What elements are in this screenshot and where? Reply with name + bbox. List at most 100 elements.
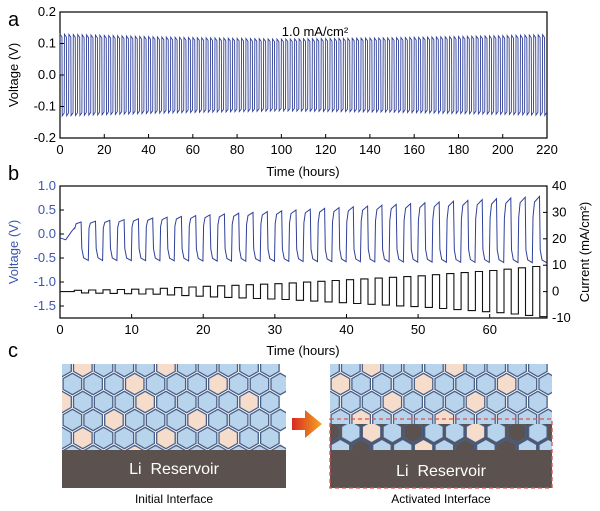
hex-cell [176, 426, 197, 450]
hex-cell [434, 372, 455, 396]
hex-cell [259, 426, 280, 450]
hex-cell [455, 438, 476, 450]
hex-cell [62, 364, 72, 378]
hex-cell [465, 390, 486, 414]
panel-a-x-tick-label: 20 [97, 142, 111, 157]
panel-b-y-tick-label: 0.0 [38, 226, 56, 241]
hex-cell [93, 426, 114, 450]
hex-cell [72, 390, 93, 414]
hex-cell [187, 444, 207, 450]
hex-cell [330, 424, 340, 444]
hex-cell [424, 424, 444, 444]
hex-cell [403, 364, 424, 378]
hex-cell [176, 364, 197, 378]
hex-cell [382, 364, 403, 378]
hex-cell [239, 390, 259, 414]
hex-cell [104, 444, 124, 450]
hex-cell [392, 408, 413, 424]
hex-cell [239, 426, 259, 450]
hex-cell [208, 444, 228, 450]
hex-cell [330, 438, 351, 450]
panel-a-y-tick-label: 0.2 [38, 4, 56, 19]
hex-cell [135, 364, 156, 378]
hex-cell [392, 438, 413, 450]
panel-a-ylabel: Voltage (V) [6, 43, 21, 107]
hex-cell [330, 364, 340, 378]
hex-cell [330, 408, 351, 424]
hex-cell [403, 390, 424, 414]
hex-cell [83, 372, 104, 396]
hex-cell [104, 408, 124, 432]
panel-b-x-tick-label: 10 [124, 322, 138, 337]
panel-b-y-ticks: 1.0 0.5 0.0 -0.5 -1.0 -1.5 [34, 178, 64, 313]
hex-cell [218, 364, 239, 378]
hex-cell [372, 408, 392, 424]
hex-cell [259, 364, 280, 378]
hex-cell [114, 390, 135, 414]
hex-cell [270, 444, 286, 450]
hex-cell [361, 364, 382, 378]
hex-cell [124, 372, 145, 396]
hex-cell [166, 444, 186, 450]
hex-cell [413, 372, 434, 396]
hex-cell [538, 372, 552, 396]
hex-cell [434, 438, 455, 450]
hex-cell [413, 438, 434, 450]
panel-a-x-ticks: 0 20 40 60 80 100 120 140 160 180 200 220 [56, 134, 558, 157]
hex-cell [465, 364, 486, 378]
panel-a-x-tick-label: 80 [230, 142, 244, 157]
panel-b-voltage-series [59, 195, 547, 264]
initial-reservoir-label: Li Reservoir [129, 461, 219, 478]
hex-cell [62, 408, 83, 432]
panel-a-voltage-line [59, 32, 548, 118]
panel-c-label: c [8, 340, 18, 362]
hex-cell [146, 444, 166, 450]
hex-cell [351, 372, 372, 396]
hex-cell [135, 390, 156, 414]
panel-a-x-tick-label: 40 [141, 142, 155, 157]
hex-cell [424, 364, 444, 378]
hex-cell [392, 372, 413, 396]
panel-b-x-tick-label: 0 [56, 322, 63, 337]
panel-a-x-tick-label: 220 [536, 142, 558, 157]
hex-cell [270, 372, 286, 396]
hex-cell [340, 390, 361, 414]
hex-cell [486, 424, 507, 444]
hex-cell [93, 364, 114, 378]
hex-cell [507, 424, 527, 444]
panel-b-x-tick-label: 30 [268, 322, 282, 337]
hex-cell [382, 424, 403, 444]
panel-b-y2-ticks: 40 30 20 10 0 -10 [543, 178, 571, 325]
hex-cell [527, 364, 548, 378]
hex-cell [114, 364, 135, 378]
hex-cell [145, 372, 166, 396]
panel-b-y2-tick-label: 20 [552, 231, 566, 246]
initial-hex-grid [62, 364, 286, 450]
panel-a-x-tick-label: 160 [403, 142, 425, 157]
panel-b-frame [59, 185, 548, 319]
hex-cell [249, 372, 270, 396]
hex-cell [496, 438, 517, 450]
hex-cell [517, 438, 538, 450]
activated-interface-dashed-box [329, 418, 553, 489]
panel-b-y-tick-label: 1.0 [38, 178, 56, 193]
hex-cell [361, 390, 382, 414]
hex-cell [156, 426, 176, 450]
hex-cell [197, 364, 218, 378]
panel-b-y-tick-label: -0.5 [34, 250, 56, 265]
panel-a-y-tick-label: -0.1 [34, 99, 56, 114]
hex-cell [125, 444, 145, 450]
panel-a-annotation: 1.0 mA/cm² [282, 24, 349, 39]
hex-cell [372, 372, 392, 396]
hex-cell [538, 438, 552, 450]
hex-cell [340, 364, 361, 378]
hex-cell [207, 372, 228, 396]
hex-cell [114, 426, 135, 450]
panel-a-x-tick-label: 100 [271, 142, 293, 157]
panel-b-ylabel: Voltage (V) [6, 220, 21, 284]
hex-cell [145, 408, 166, 432]
panel-b: b 0 10 20 30 40 50 60 1.0 0.5 0.0 -0.5 -1.0 -1.5 40… [6, 163, 592, 358]
hex-cell [434, 408, 455, 424]
hex-cell [239, 364, 259, 378]
